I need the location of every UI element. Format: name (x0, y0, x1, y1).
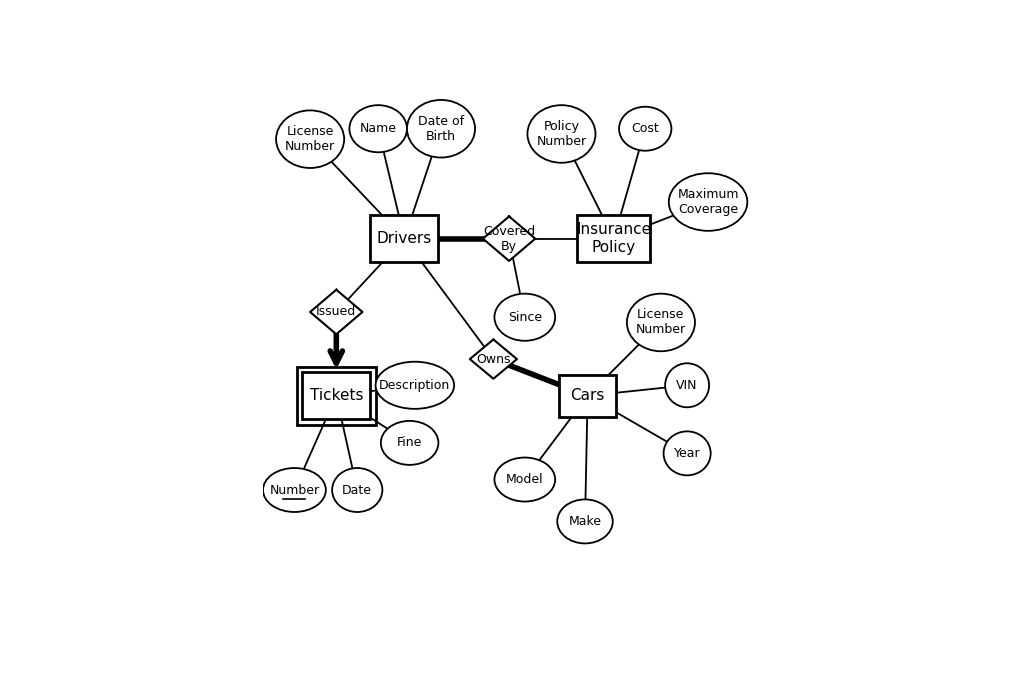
Ellipse shape (349, 105, 407, 152)
Ellipse shape (664, 431, 711, 475)
Text: Date of
Birth: Date of Birth (418, 115, 464, 143)
Text: Fine: Fine (397, 437, 422, 449)
Text: Description: Description (379, 379, 451, 392)
Ellipse shape (381, 421, 438, 465)
Text: License
Number: License Number (285, 125, 335, 153)
Text: Year: Year (674, 447, 700, 460)
Bar (559, 375, 616, 417)
Ellipse shape (557, 499, 612, 543)
Polygon shape (310, 290, 362, 335)
Ellipse shape (666, 363, 709, 407)
Ellipse shape (276, 110, 344, 168)
Text: Date: Date (342, 483, 373, 496)
Text: Number: Number (269, 483, 319, 496)
Bar (578, 215, 650, 262)
Text: Since: Since (508, 311, 542, 324)
Ellipse shape (527, 105, 596, 163)
Bar (297, 367, 376, 424)
Ellipse shape (332, 468, 382, 512)
Text: Tickets: Tickets (309, 388, 364, 403)
Ellipse shape (495, 458, 555, 502)
Ellipse shape (407, 100, 475, 158)
Ellipse shape (376, 362, 454, 409)
Text: Issued: Issued (316, 305, 356, 318)
Text: Cost: Cost (632, 122, 659, 135)
Text: License
Number: License Number (636, 309, 686, 337)
Bar (371, 215, 438, 262)
Text: Covered
By: Covered By (483, 224, 536, 253)
Ellipse shape (263, 468, 326, 512)
Polygon shape (483, 216, 536, 261)
Text: Policy
Number: Policy Number (537, 120, 587, 148)
Text: Drivers: Drivers (377, 231, 432, 246)
Text: Name: Name (359, 122, 396, 135)
Text: Model: Model (506, 473, 544, 486)
Text: VIN: VIN (677, 379, 698, 392)
Text: Maximum
Coverage: Maximum Coverage (677, 188, 738, 216)
Text: Owns: Owns (476, 353, 511, 366)
Bar (302, 372, 371, 420)
Text: Insurance
Policy: Insurance Policy (577, 222, 651, 255)
Ellipse shape (627, 294, 695, 352)
Text: Cars: Cars (570, 388, 605, 403)
Ellipse shape (495, 294, 555, 341)
Text: Make: Make (568, 515, 601, 528)
Ellipse shape (620, 107, 672, 151)
Ellipse shape (669, 173, 748, 231)
Polygon shape (470, 339, 517, 379)
